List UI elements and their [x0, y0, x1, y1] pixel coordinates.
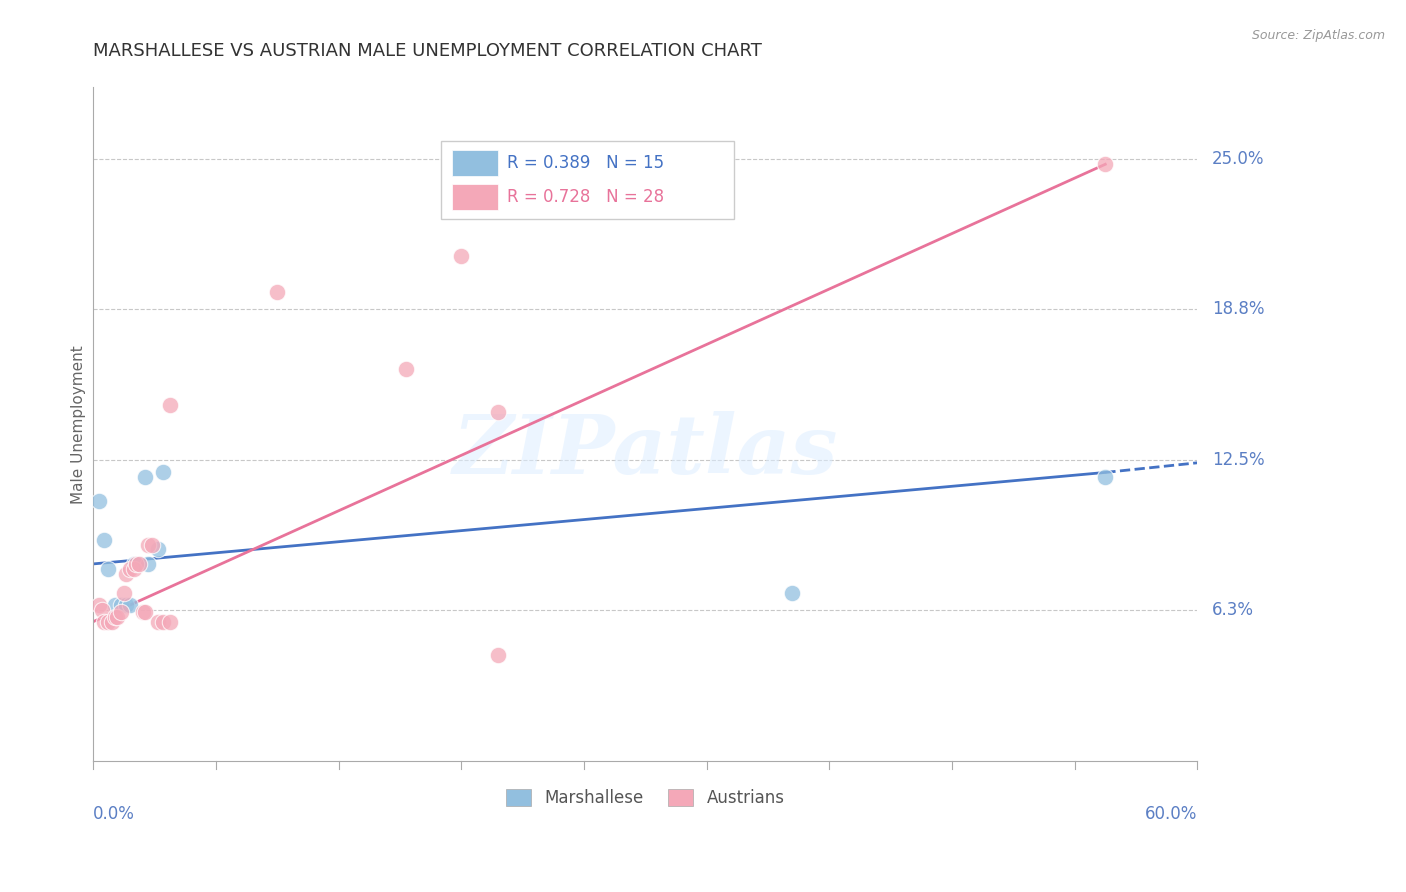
Text: 25.0%: 25.0%: [1212, 151, 1264, 169]
Point: [152, 615, 174, 629]
Text: 18.8%: 18.8%: [1212, 300, 1264, 318]
Point: [159, 398, 181, 412]
Point: [100, 615, 122, 629]
Text: 12.5%: 12.5%: [1212, 451, 1264, 469]
Point: [450, 249, 472, 263]
Point: [115, 598, 138, 612]
Point: [122, 562, 145, 576]
Point: [105, 610, 128, 624]
Point: [87, 598, 110, 612]
Point: [134, 470, 156, 484]
Point: [1094, 470, 1116, 484]
Point: [782, 586, 804, 600]
Text: 0.0%: 0.0%: [93, 805, 135, 822]
Point: [87, 494, 110, 508]
Point: [114, 586, 136, 600]
Point: [97, 562, 120, 576]
Point: [486, 405, 509, 419]
Point: [104, 598, 127, 612]
Legend: Marshallese, Austrians: Marshallese, Austrians: [499, 782, 792, 814]
Text: MARSHALLESE VS AUSTRIAN MALE UNEMPLOYMENT CORRELATION CHART: MARSHALLESE VS AUSTRIAN MALE UNEMPLOYMEN…: [93, 42, 762, 61]
Point: [93, 615, 115, 629]
Point: [124, 557, 146, 571]
Text: R = 0.728   N = 28: R = 0.728 N = 28: [508, 188, 665, 206]
Point: [152, 466, 174, 480]
FancyBboxPatch shape: [441, 141, 734, 219]
Point: [266, 285, 288, 299]
Text: R = 0.389   N = 15: R = 0.389 N = 15: [508, 153, 665, 172]
Point: [134, 605, 156, 619]
Point: [132, 605, 155, 619]
Point: [146, 615, 169, 629]
Text: 60.0%: 60.0%: [1144, 805, 1198, 822]
Point: [110, 598, 132, 612]
Point: [93, 533, 115, 547]
FancyBboxPatch shape: [451, 150, 498, 176]
Point: [1094, 157, 1116, 171]
Point: [104, 610, 127, 624]
Point: [486, 648, 509, 663]
Text: 6.3%: 6.3%: [1212, 600, 1254, 619]
Point: [110, 605, 132, 619]
Y-axis label: Male Unemployment: Male Unemployment: [72, 345, 86, 504]
Point: [122, 557, 145, 571]
Point: [97, 615, 120, 629]
Point: [395, 362, 418, 376]
FancyBboxPatch shape: [451, 184, 498, 210]
Point: [118, 598, 141, 612]
Text: Source: ZipAtlas.com: Source: ZipAtlas.com: [1251, 29, 1385, 42]
Point: [91, 602, 114, 616]
Point: [115, 566, 138, 581]
Point: [138, 557, 160, 571]
Point: [159, 615, 181, 629]
Point: [128, 557, 150, 571]
Text: ZIPatlas: ZIPatlas: [453, 411, 838, 491]
Point: [138, 538, 160, 552]
Point: [141, 538, 163, 552]
Point: [146, 542, 169, 557]
Point: [118, 562, 141, 576]
Point: [128, 557, 150, 571]
